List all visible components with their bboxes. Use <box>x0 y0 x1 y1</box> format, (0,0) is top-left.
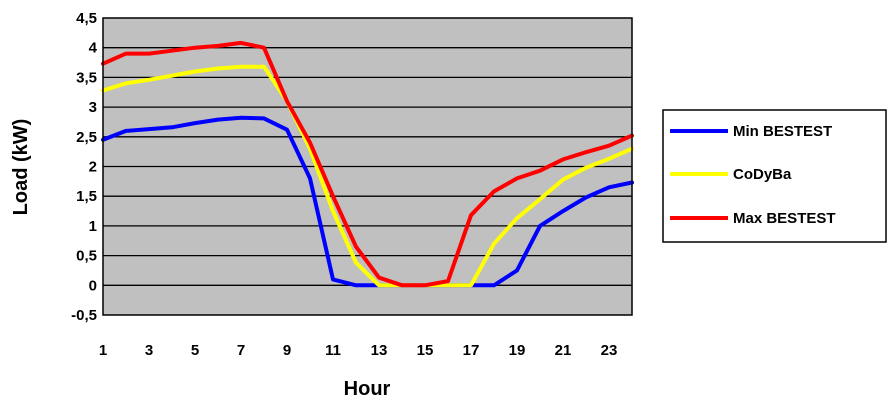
legend-label-min-bestest: Min BESTEST <box>733 123 832 140</box>
y-tick-label: 3 <box>89 99 97 116</box>
y-tick-label: 3,5 <box>76 69 97 86</box>
legend-label-max-bestest: Max BESTEST <box>733 210 836 227</box>
y-tick-label: 1 <box>89 218 97 235</box>
series-line-max-bestest <box>101 40 634 288</box>
x-axis-title: Hour <box>344 378 391 400</box>
series-line-codyba <box>101 64 634 288</box>
y-tick-label: 0 <box>89 277 97 294</box>
y-tick-label: 2 <box>89 159 97 176</box>
x-tick-label: 17 <box>463 342 480 359</box>
x-axis-tick-labels: 1 3 5 7 9 11 13 15 17 19 21 23 <box>99 342 618 359</box>
legend: Min BESTEST CoDyBa Max BESTEST <box>662 109 887 243</box>
y-tick-label: -0,5 <box>71 307 97 324</box>
legend-label-codyba: CoDyBa <box>733 166 792 183</box>
x-tick-label: 3 <box>145 342 153 359</box>
x-tick-label: 15 <box>417 342 434 359</box>
y-tick-label: 4,5 <box>76 10 97 27</box>
x-tick-label: 9 <box>283 342 291 359</box>
series-line-min-bestest <box>101 115 634 288</box>
x-tick-label: 1 <box>99 342 107 359</box>
y-axis-title: Load (kW) <box>10 119 32 216</box>
y-tick-label: 2,5 <box>76 129 97 146</box>
y-tick-label: 4 <box>89 40 98 57</box>
x-tick-label: 7 <box>237 342 245 359</box>
legend-items: Min BESTEST CoDyBa Max BESTEST <box>670 123 836 227</box>
plot-border <box>102 17 633 316</box>
x-tick-label: 13 <box>371 342 388 359</box>
x-tick-label: 21 <box>555 342 572 359</box>
x-tick-label: 23 <box>601 342 618 359</box>
y-axis-tick-labels: -0,5 0 0,5 1 1,5 2 2,5 3 3,5 4 4,5 <box>71 10 98 324</box>
y-tick-label: 0,5 <box>76 248 97 265</box>
y-tick-label: 1,5 <box>76 188 97 205</box>
series-lines <box>101 40 634 288</box>
x-tick-label: 19 <box>509 342 526 359</box>
x-tick-label: 11 <box>325 342 341 359</box>
x-tick-label: 5 <box>191 342 199 359</box>
